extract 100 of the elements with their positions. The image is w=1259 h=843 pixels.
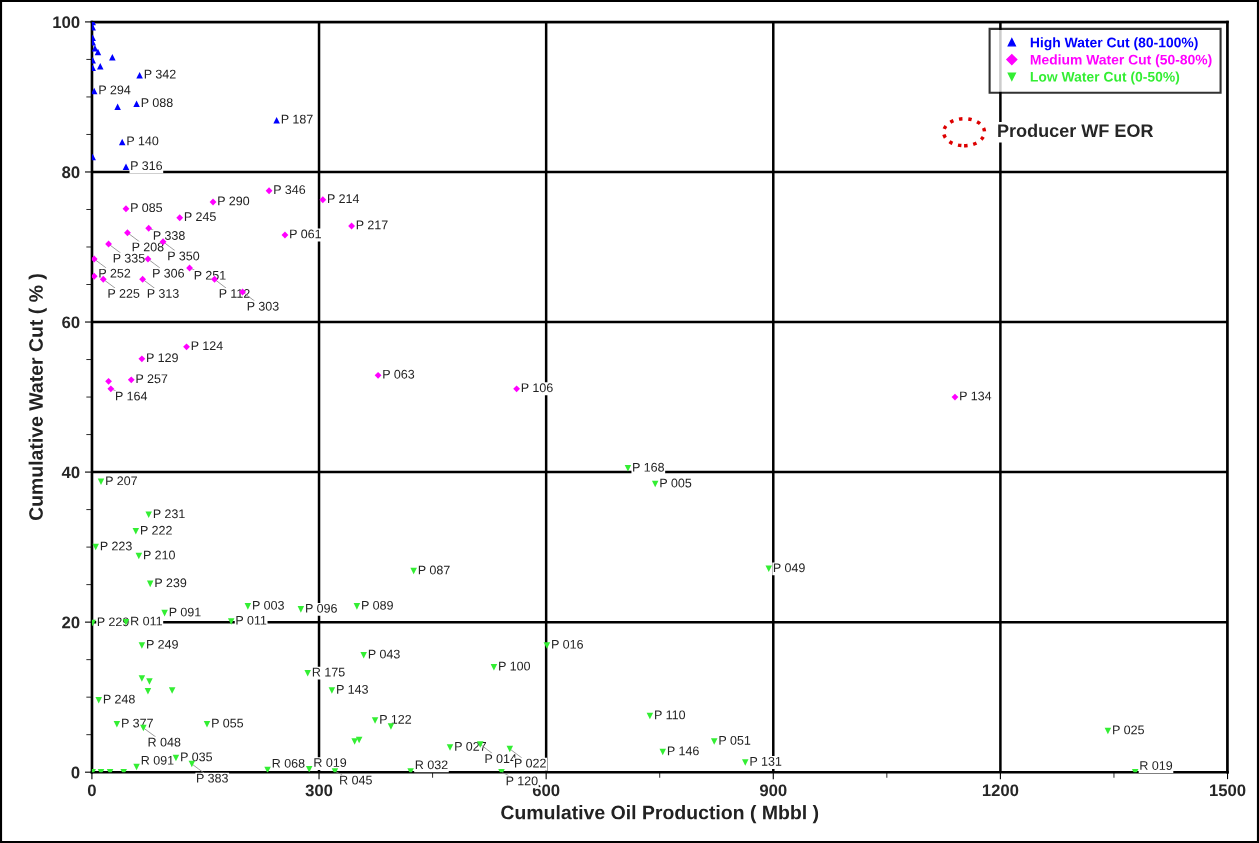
point xyxy=(139,275,147,283)
legend-label: Low Water Cut (0-50%) xyxy=(1030,71,1180,85)
point xyxy=(138,642,146,649)
annotation: P 222 xyxy=(141,525,172,535)
annotation: P 313 xyxy=(147,289,179,298)
annotation: P 342 xyxy=(144,69,176,79)
annotation: P 061 xyxy=(290,229,321,239)
annotation: P 346 xyxy=(274,185,306,195)
annotation: P 245 xyxy=(184,212,216,222)
annotation: P 022 xyxy=(515,758,546,768)
point xyxy=(348,222,355,230)
annotation: P 338 xyxy=(153,231,185,240)
annotation: P 063 xyxy=(383,369,415,379)
y-tick-label: 40 xyxy=(61,466,80,479)
point xyxy=(244,603,252,610)
annotation: P 003 xyxy=(253,600,284,610)
point xyxy=(91,272,98,280)
annotation: P 217 xyxy=(356,220,388,230)
annotation: P 231 xyxy=(153,509,185,519)
point xyxy=(209,198,217,206)
annotation: P 383 xyxy=(197,773,228,783)
point xyxy=(135,552,143,560)
annotation: P 290 xyxy=(218,196,250,206)
annotation: R 019 xyxy=(1140,761,1173,770)
annotation: P 306 xyxy=(153,268,184,278)
point xyxy=(122,205,130,213)
annotation: P 350 xyxy=(168,251,200,261)
point xyxy=(353,603,361,610)
point xyxy=(543,642,551,649)
annotation: R 045 xyxy=(340,775,372,785)
annotation: P 223 xyxy=(100,541,132,551)
point xyxy=(138,355,146,363)
point xyxy=(120,768,127,773)
point xyxy=(742,759,749,766)
annotation: R 019 xyxy=(314,758,347,767)
point xyxy=(133,100,140,107)
point xyxy=(118,138,126,146)
annotation: P 005 xyxy=(660,478,692,488)
annotation: P 257 xyxy=(136,374,168,384)
annotation: P 085 xyxy=(131,203,163,213)
annotation: R 032 xyxy=(415,760,448,770)
y-tick-label: 80 xyxy=(62,166,80,179)
annotation: P 303 xyxy=(247,301,279,311)
point xyxy=(498,768,505,773)
annotation: P 143 xyxy=(337,684,368,694)
point xyxy=(227,618,235,625)
annotation: Producer WF EOR xyxy=(998,123,1154,138)
point xyxy=(765,565,772,573)
point xyxy=(161,609,168,617)
point xyxy=(513,385,521,393)
point xyxy=(387,723,395,730)
annotation: P 122 xyxy=(380,714,412,724)
point xyxy=(659,748,666,756)
annotation: P 016 xyxy=(552,639,583,649)
annotation: P 187 xyxy=(281,114,313,124)
point xyxy=(91,64,96,71)
annotation: P 168 xyxy=(633,462,664,472)
point xyxy=(95,696,102,704)
point xyxy=(951,393,959,401)
annotation: R 091 xyxy=(141,755,174,765)
point xyxy=(127,376,135,384)
point xyxy=(91,21,96,26)
y-axis-title: Cumulative Water Cut ( % ) xyxy=(28,274,47,521)
annotation: R 068 xyxy=(272,758,305,768)
x-tick-label: 900 xyxy=(759,784,787,797)
point xyxy=(146,678,153,685)
point xyxy=(360,651,367,659)
y-tick-label: 100 xyxy=(53,16,80,29)
y-tick-label: 20 xyxy=(62,616,80,629)
point xyxy=(113,720,121,728)
annotation: P 239 xyxy=(155,578,187,588)
annotation: P 248 xyxy=(103,694,135,704)
annotation: P 051 xyxy=(719,735,751,745)
point xyxy=(144,687,152,695)
point xyxy=(297,606,305,613)
point xyxy=(107,385,115,393)
point xyxy=(91,255,98,263)
point xyxy=(304,669,311,677)
x-tick-label: 1200 xyxy=(982,784,1019,797)
point xyxy=(407,768,414,773)
annotation: P 207 xyxy=(106,476,137,486)
point xyxy=(122,163,130,170)
annotation: P 129 xyxy=(147,353,178,363)
annotation: P 294 xyxy=(99,85,131,95)
point xyxy=(624,465,632,472)
x-axis-title: Cumulative Oil Production ( Mbbl ) xyxy=(501,805,819,824)
point xyxy=(371,717,379,724)
y-tick-label: 0 xyxy=(71,766,80,779)
annotation: P 096 xyxy=(306,603,337,613)
point xyxy=(410,567,417,575)
point xyxy=(490,663,498,671)
point xyxy=(264,766,271,773)
annotation: P 110 xyxy=(655,710,686,720)
point xyxy=(132,528,140,535)
point xyxy=(374,371,382,379)
annotation: R 011 xyxy=(131,616,162,626)
point xyxy=(96,62,104,70)
annotation: P 027 xyxy=(455,741,486,751)
x-tick-label: 0 xyxy=(87,784,96,797)
point xyxy=(145,224,153,232)
